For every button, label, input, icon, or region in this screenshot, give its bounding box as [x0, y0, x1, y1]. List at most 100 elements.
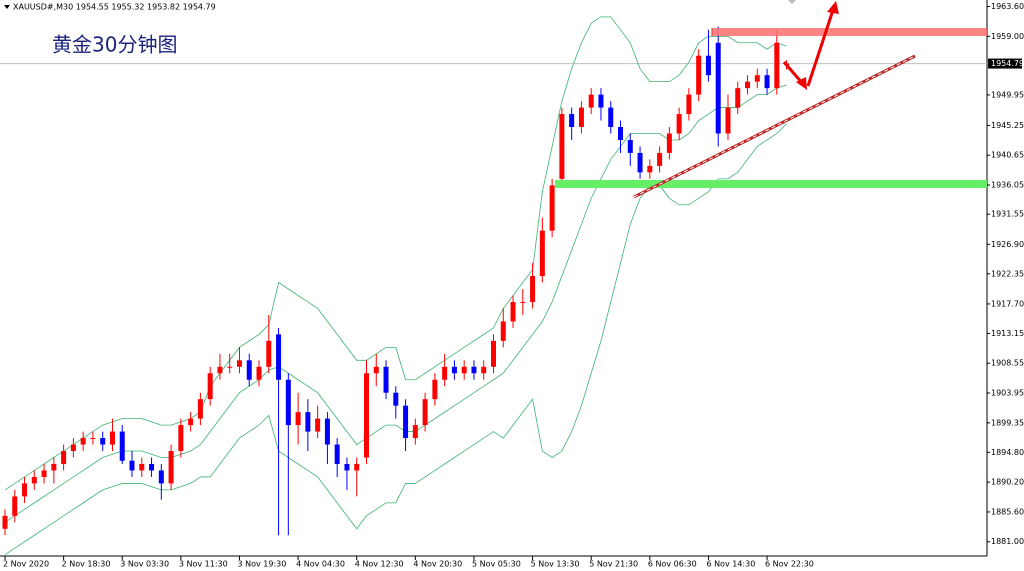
candle-body [461, 366, 467, 374]
menu-arrow [4, 5, 10, 9]
arrow-head [796, 77, 807, 90]
candle-body [168, 451, 174, 484]
y-tick-label: 1931.55 [991, 210, 1024, 219]
candle-body [422, 399, 428, 426]
arrow-head [827, 1, 839, 14]
candle-body [246, 360, 252, 380]
candle-body [2, 515, 8, 529]
candle-body [129, 460, 135, 471]
candle-body [334, 444, 340, 464]
candle-body [666, 133, 672, 153]
candle-body [588, 94, 594, 108]
y-tick-label: 1963.60 [991, 2, 1024, 11]
x-tick-label: 5 Nov 05:30 [472, 560, 521, 569]
candle-body [363, 373, 369, 458]
candle-body [276, 334, 282, 380]
candle-body [696, 55, 702, 95]
candle-body [354, 463, 360, 471]
chart-header: XAUUSD#,M30 1954.55 1955.32 1953.82 1954… [13, 3, 216, 12]
candle-body [500, 321, 506, 341]
candle-body [80, 438, 86, 445]
candle-body [197, 399, 203, 419]
candle-body [227, 366, 233, 368]
candle-body [754, 75, 760, 82]
current-price-box [988, 58, 1022, 69]
candle-body [598, 94, 604, 108]
y-tick-label: 1908.55 [991, 359, 1024, 368]
candle-body [139, 463, 145, 471]
candle-body [61, 451, 67, 464]
support-zone [555, 180, 987, 188]
bollinger-band [4, 84, 787, 523]
y-tick-label: 1903.95 [991, 389, 1024, 398]
candle-body [549, 185, 555, 231]
trend-line-dash [633, 55, 916, 198]
candle-body [119, 431, 125, 461]
candle-body [217, 366, 223, 374]
candle-body [530, 276, 536, 302]
candle-body [774, 42, 780, 89]
candle-body [256, 366, 262, 380]
y-tick-label: 1917.70 [991, 299, 1024, 308]
x-tick-label: 3 Nov 19:30 [237, 560, 286, 569]
candle-body [188, 418, 194, 426]
y-tick-label: 1890.20 [991, 478, 1024, 487]
candle-body [432, 379, 438, 400]
x-tick-label: 3 Nov 03:30 [120, 560, 169, 569]
candle-body [41, 470, 47, 477]
candle-body [637, 152, 643, 173]
candle-body [207, 373, 213, 400]
candle-body [627, 139, 633, 153]
candle-body [578, 107, 584, 128]
candle-body [109, 431, 115, 445]
candle-body [344, 463, 350, 471]
candle-body [90, 438, 96, 440]
candle-body [383, 366, 389, 393]
candle-body [647, 165, 653, 173]
candle-body [559, 114, 565, 179]
candle-body [735, 88, 741, 108]
y-tick-label: 1881.00 [991, 537, 1024, 546]
x-tick-label: 4 Nov 04:30 [296, 560, 345, 569]
candle-body [295, 412, 301, 426]
y-tick-label: 1940.65 [991, 151, 1024, 160]
x-tick-label: 3 Nov 11:30 [179, 560, 228, 569]
y-tick-label: 1922.35 [991, 269, 1024, 278]
candle-body [51, 463, 57, 471]
candle-body [569, 114, 575, 128]
candle-body [236, 360, 242, 367]
candle-body [315, 418, 321, 432]
candle-body [393, 392, 399, 406]
candle-body [539, 230, 545, 277]
candle-body [451, 366, 457, 374]
candle-body [725, 107, 731, 134]
bollinger-band [4, 16, 787, 491]
candle-body [266, 340, 272, 367]
candle-body [676, 114, 682, 134]
candle-body [442, 366, 448, 380]
candle-body [12, 496, 18, 516]
candle-body [764, 75, 770, 89]
candle-body [608, 107, 614, 128]
current-price-label: 1954.79 [991, 59, 1024, 68]
candle-body [745, 81, 751, 89]
y-tick-label: 1885.60 [991, 507, 1024, 516]
candle-body [471, 366, 477, 374]
candle-body [412, 425, 418, 439]
y-tick-label: 1936.05 [991, 181, 1024, 190]
resistance-zone [712, 28, 987, 36]
shift-marker [788, 0, 796, 4]
x-tick-label: 6 Nov 14:30 [706, 560, 755, 569]
y-tick-label: 1899.35 [991, 418, 1024, 427]
y-tick-label: 1926.90 [991, 240, 1024, 249]
x-tick-label: 4 Nov 20:30 [413, 560, 462, 569]
candle-body [373, 366, 379, 374]
y-tick-label: 1959.00 [991, 32, 1024, 41]
candle-body [324, 418, 330, 445]
candle-body [481, 366, 487, 374]
candle-body [100, 438, 106, 445]
x-tick-label: 2 Nov 18:30 [62, 560, 111, 569]
y-tick-label: 1894.80 [991, 448, 1024, 457]
